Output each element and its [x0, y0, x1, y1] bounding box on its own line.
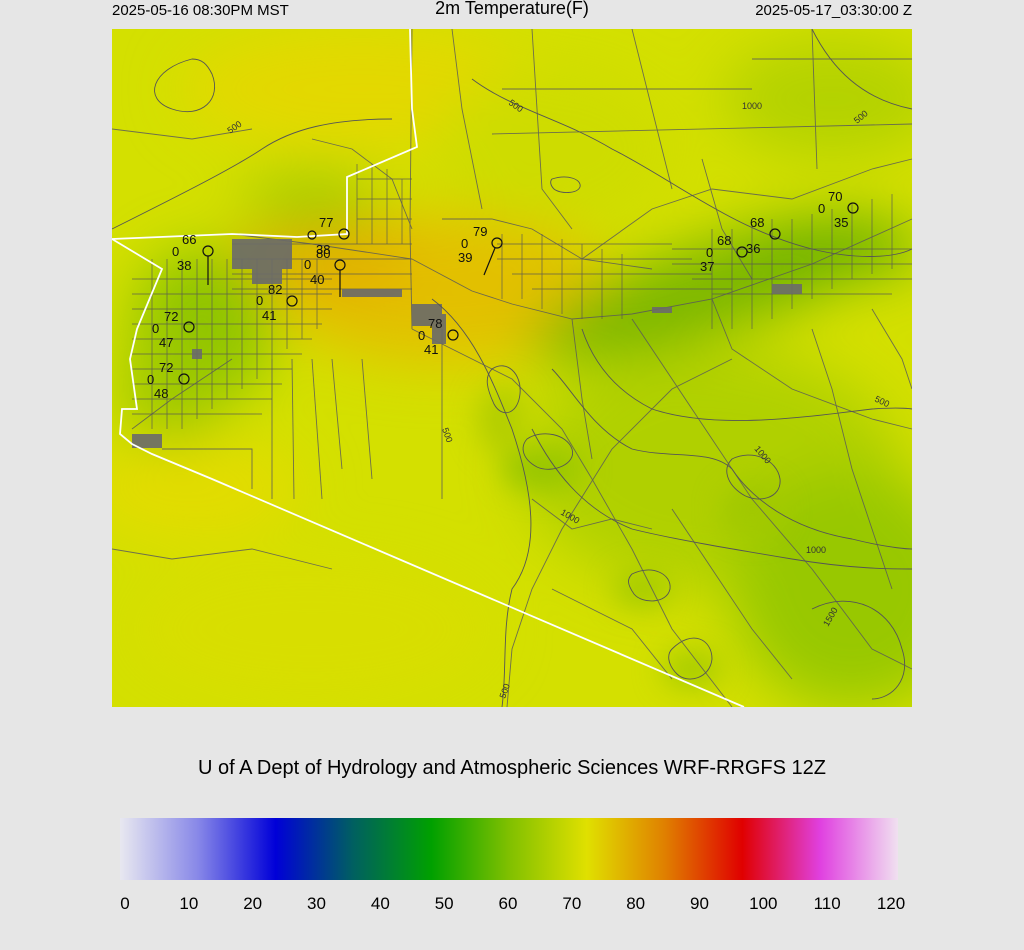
svg-text:66: 66: [182, 232, 196, 247]
colorbar-tick-label: 10: [179, 894, 199, 913]
svg-text:35: 35: [834, 215, 848, 230]
svg-text:0: 0: [152, 321, 159, 336]
svg-text:80: 80: [316, 246, 330, 261]
svg-text:68: 68: [750, 215, 764, 230]
station-1: 77: [319, 215, 350, 240]
colorbar-tick-label: 20: [243, 894, 263, 913]
svg-text:72: 72: [164, 309, 178, 324]
svg-text:0: 0: [304, 257, 311, 272]
svg-text:79: 79: [473, 224, 487, 239]
colorbar-tick-label: 100: [749, 894, 778, 913]
station-9: 68 36: [746, 215, 781, 256]
svg-text:77: 77: [319, 215, 333, 230]
colorbar-tick-label: 110: [813, 894, 841, 913]
svg-text:0: 0: [706, 245, 713, 260]
svg-text:500: 500: [440, 426, 455, 444]
station-11: 70 0 35: [818, 189, 859, 230]
svg-text:38: 38: [316, 242, 330, 257]
svg-text:40: 40: [310, 272, 324, 287]
svg-text:0: 0: [818, 201, 825, 216]
colorbar-tick-label: 0: [120, 894, 130, 913]
svg-text:82: 82: [268, 282, 282, 297]
station-8: 78 0 41: [418, 316, 459, 357]
station-10: 68 0 37: [700, 233, 748, 274]
elevation-contours: [112, 29, 912, 707]
colorbar-tick-label: 50: [434, 894, 454, 913]
svg-text:39: 39: [458, 250, 472, 265]
svg-text:1000: 1000: [806, 545, 826, 555]
svg-text:1000: 1000: [742, 101, 762, 111]
svg-text:41: 41: [262, 308, 276, 323]
svg-text:500: 500: [497, 682, 512, 700]
colorbar-tick-label: 60: [498, 894, 518, 913]
colorbar-tick-label: 120: [876, 894, 906, 913]
svg-text:78: 78: [428, 316, 442, 331]
valid-time-utc: 2025-05-17_03:30:00 Z: [755, 2, 912, 19]
svg-text:72: 72: [159, 360, 173, 375]
colorbar-tick-label: 90: [690, 894, 709, 913]
colorbar-tick-label: 30: [307, 894, 326, 913]
svg-text:41: 41: [424, 342, 438, 357]
map-title: 2m Temperature(F): [435, 0, 589, 18]
colorbar-tick-label: 40: [370, 894, 390, 913]
station-0: 66 0 38: [172, 232, 214, 285]
city-grid: [132, 164, 912, 429]
station-plots: 66 0 38 77 38 80 0 40 82 0: [147, 189, 859, 401]
valid-time-local: 2025-05-16 08:30PM MST: [112, 2, 289, 19]
svg-text:37: 37: [700, 259, 714, 274]
station-4: 82 0 41: [256, 282, 298, 323]
urban-areas: [132, 239, 802, 448]
svg-text:68: 68: [717, 233, 731, 248]
station-6: 72 0 48: [147, 360, 190, 401]
station-7: 79 0 39: [458, 224, 503, 276]
station-3: 80 0 40: [304, 246, 346, 297]
colorbar-tick-label: 80: [626, 894, 646, 913]
svg-text:38: 38: [177, 258, 191, 273]
road-network: [112, 29, 912, 707]
temperature-colorbar: [120, 818, 898, 880]
svg-text:47: 47: [159, 335, 173, 350]
svg-text:70: 70: [828, 189, 842, 204]
svg-text:36: 36: [746, 241, 760, 256]
svg-text:0: 0: [172, 244, 179, 259]
colorbar-tick-label: 70: [562, 894, 582, 913]
svg-text:0: 0: [147, 372, 154, 387]
svg-text:48: 48: [154, 386, 168, 401]
svg-text:0: 0: [256, 293, 263, 308]
station-5: 72 0 47: [152, 309, 195, 350]
model-credit: U of A Dept of Hydrology and Atmospheric…: [197, 757, 827, 779]
temperature-map: 500 500 1000 500 500 500 1000 1000 1000 …: [112, 29, 912, 707]
svg-text:0: 0: [418, 328, 425, 343]
svg-text:0: 0: [461, 236, 468, 251]
station-2: 38: [307, 230, 330, 257]
